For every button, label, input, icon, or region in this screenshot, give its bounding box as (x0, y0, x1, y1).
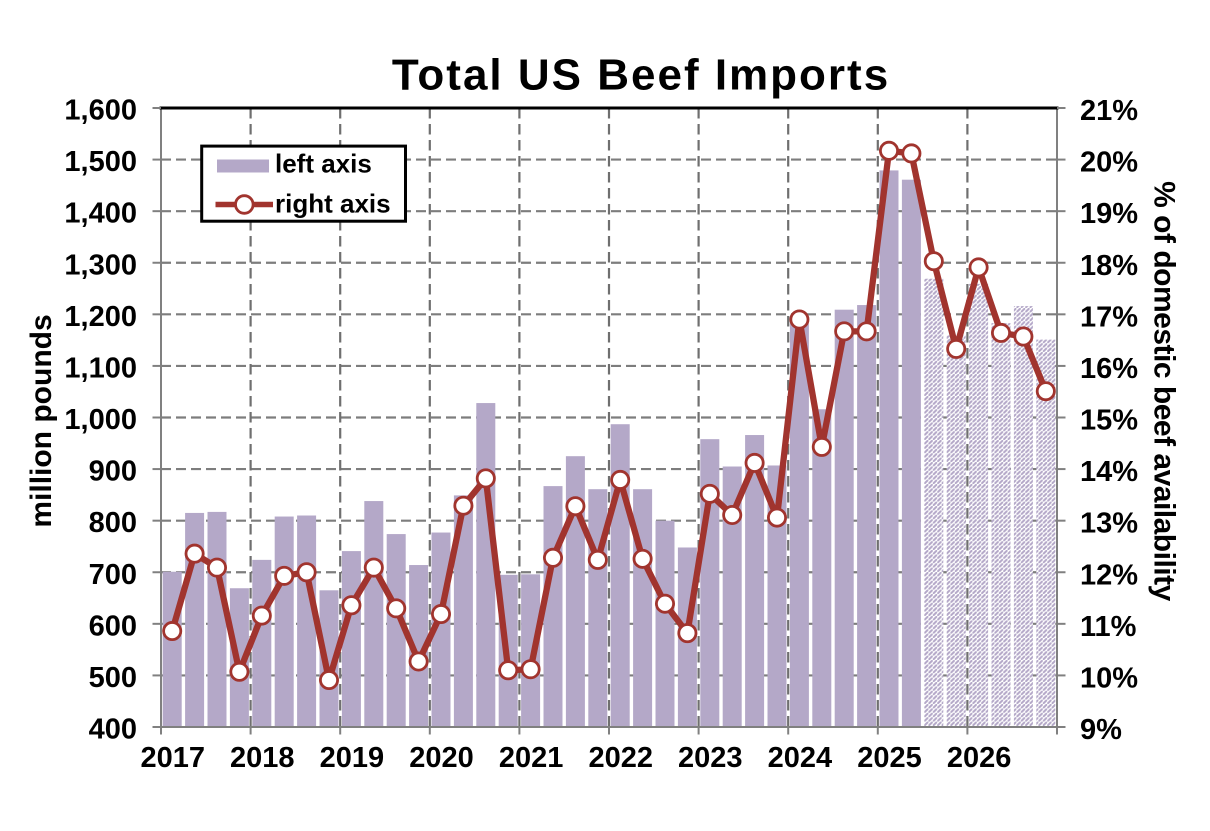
svg-text:900: 900 (89, 456, 137, 488)
svg-text:11%: 11% (1080, 611, 1137, 643)
svg-text:15%: 15% (1080, 405, 1138, 437)
svg-text:9%: 9% (1080, 714, 1122, 746)
svg-text:600: 600 (89, 610, 137, 642)
svg-text:14%: 14% (1080, 456, 1138, 488)
svg-text:20%: 20% (1080, 147, 1138, 179)
svg-text:left axis: left axis (275, 149, 372, 179)
svg-text:2021: 2021 (499, 742, 564, 774)
svg-text:2020: 2020 (409, 742, 474, 774)
svg-text:2023: 2023 (678, 742, 743, 774)
svg-text:2025: 2025 (857, 742, 922, 774)
svg-text:700: 700 (89, 559, 137, 591)
svg-text:1,600: 1,600 (64, 95, 137, 127)
svg-text:13%: 13% (1080, 508, 1138, 540)
svg-text:21%: 21% (1080, 95, 1138, 127)
svg-text:1,500: 1,500 (64, 146, 137, 178)
svg-text:2026: 2026 (947, 742, 1012, 774)
svg-text:2017: 2017 (140, 742, 205, 774)
svg-text:% of domestic beef availabilit: % of domestic beef availability (1148, 181, 1181, 601)
svg-text:16%: 16% (1080, 353, 1138, 385)
svg-text:1,000: 1,000 (64, 404, 137, 436)
svg-text:1,300: 1,300 (64, 249, 137, 281)
svg-text:million pounds: million pounds (25, 314, 58, 527)
svg-text:18%: 18% (1080, 250, 1138, 282)
svg-text:2022: 2022 (588, 742, 653, 774)
svg-text:Total US Beef Imports: Total US Beef Imports (392, 51, 890, 100)
svg-text:1,200: 1,200 (64, 301, 137, 333)
svg-text:2019: 2019 (320, 742, 385, 774)
svg-text:2024: 2024 (768, 742, 833, 774)
svg-text:800: 800 (89, 507, 137, 539)
svg-text:17%: 17% (1080, 301, 1138, 333)
svg-text:500: 500 (89, 662, 137, 694)
svg-text:1,100: 1,100 (64, 352, 137, 384)
svg-text:2018: 2018 (230, 742, 295, 774)
svg-text:400: 400 (89, 714, 137, 746)
svg-text:19%: 19% (1080, 198, 1138, 230)
svg-text:1,400: 1,400 (64, 198, 137, 230)
svg-text:10%: 10% (1080, 662, 1138, 694)
svg-text:right axis: right axis (275, 189, 391, 219)
svg-text:12%: 12% (1080, 559, 1138, 591)
